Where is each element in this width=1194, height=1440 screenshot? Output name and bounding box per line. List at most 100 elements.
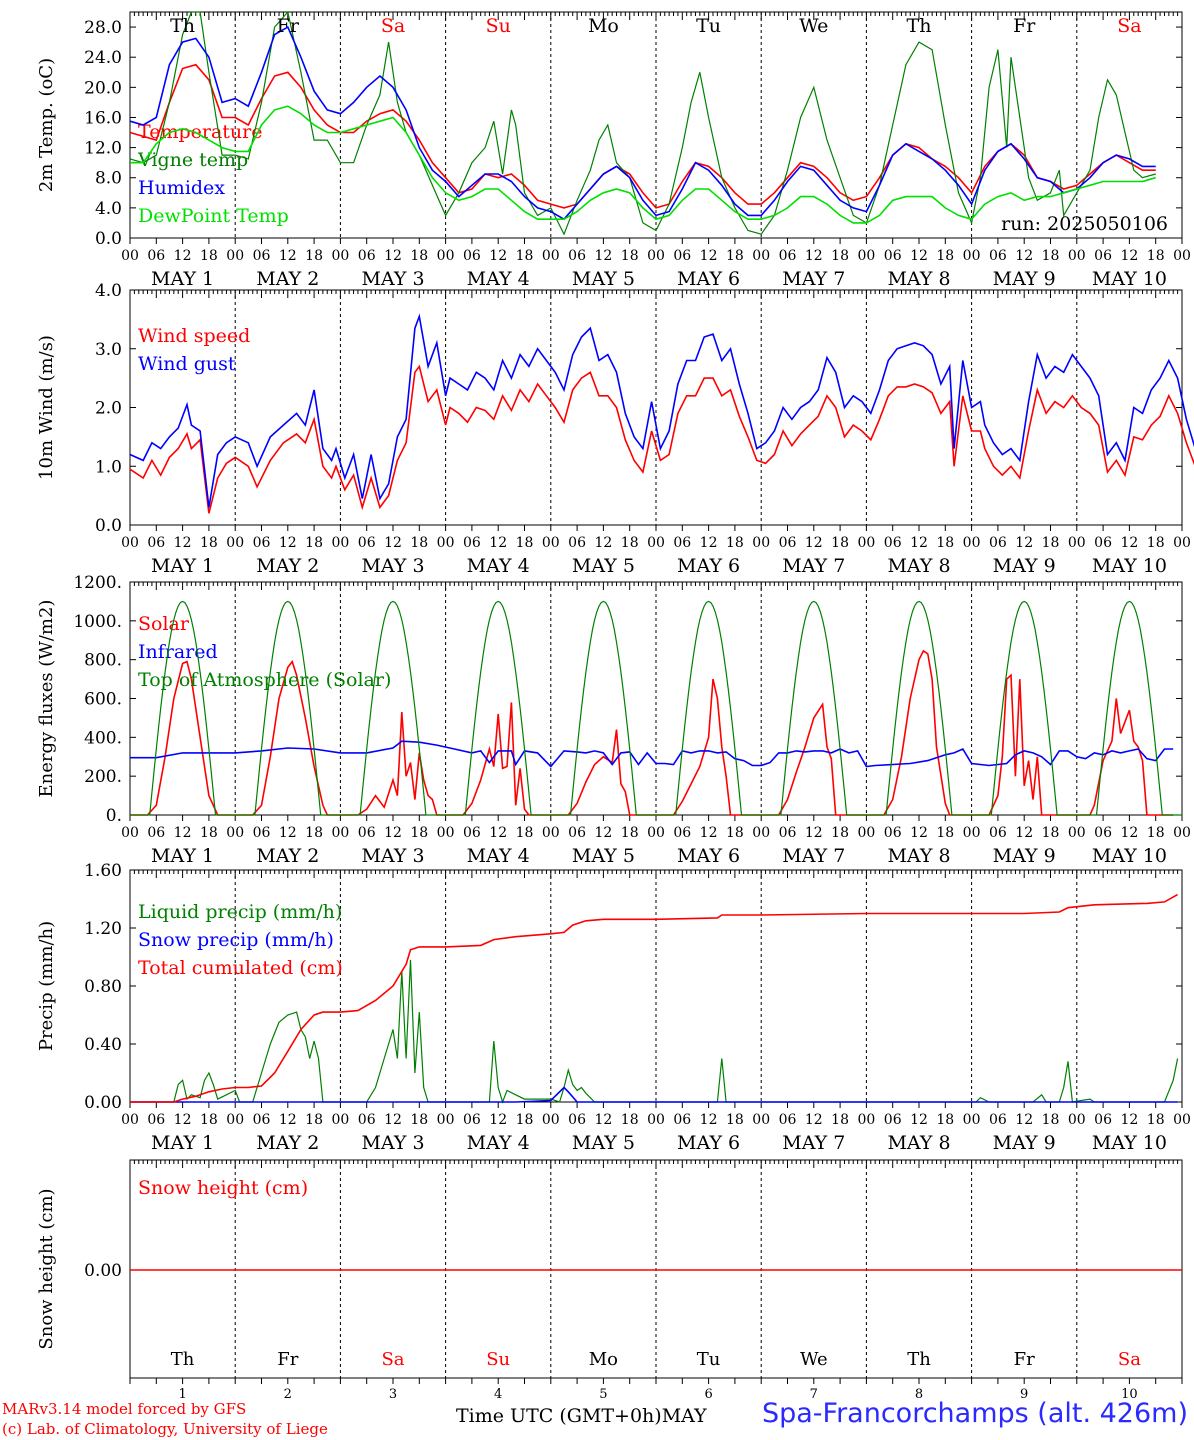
hour-label: 00 <box>331 825 349 841</box>
hour-label: 06 <box>779 248 797 264</box>
y-tick-label: 2.0 <box>95 399 122 419</box>
day-number: 2 <box>284 1387 292 1402</box>
hour-label: 00 <box>121 1112 139 1128</box>
hour-label: 06 <box>1094 535 1112 551</box>
day-number: 3 <box>389 1387 397 1402</box>
hour-label: 00 <box>226 825 244 841</box>
y-axis-label: Energy fluxes (W/m2) <box>36 600 57 798</box>
weekday-label: Sa <box>1118 1349 1141 1370</box>
y-tick-label: 0.40 <box>84 1035 122 1055</box>
y-tick-label: 20.0 <box>84 78 122 98</box>
weekday-label: Su <box>486 15 511 37</box>
hour-label: 06 <box>1094 825 1112 841</box>
hour-label: 06 <box>358 535 376 551</box>
hour-label: 18 <box>410 825 428 841</box>
hour-label: 00 <box>331 1112 349 1128</box>
hour-label: 18 <box>1147 1112 1165 1128</box>
day-number: 7 <box>810 1387 818 1402</box>
weekday-label: Mo <box>588 15 619 37</box>
hour-label: 00 <box>963 248 981 264</box>
legend-entry: Top of Atmosphere (Solar) <box>138 669 391 691</box>
lab-credit: (c) Lab. of Climatology, University of L… <box>2 1420 328 1438</box>
hour-label: 06 <box>1094 1112 1112 1128</box>
weekday-label: Sa <box>381 15 405 37</box>
hour-label: 06 <box>884 535 902 551</box>
hour-label: 06 <box>463 535 481 551</box>
hour-label: 12 <box>1120 535 1138 551</box>
hour-label: 06 <box>779 825 797 841</box>
hour-label: 06 <box>989 535 1007 551</box>
hour-label: 18 <box>726 248 744 264</box>
hour-label: 06 <box>989 1112 1007 1128</box>
hour-label: 18 <box>831 535 849 551</box>
legend-entry: Wind speed <box>138 325 250 347</box>
date-label: MAY 8 <box>887 268 950 290</box>
series-line <box>129 63 1156 209</box>
date-label: MAY 10 <box>1092 845 1167 867</box>
date-label: MAY 7 <box>782 555 845 577</box>
date-label: MAY 2 <box>256 555 319 577</box>
day-number: 5 <box>599 1387 607 1402</box>
date-label: MAY 10 <box>1092 1132 1167 1154</box>
hour-label: 12 <box>1120 825 1138 841</box>
hour-label: 12 <box>805 248 823 264</box>
weekday-label: Fr <box>1013 15 1036 37</box>
hour-label: 18 <box>410 248 428 264</box>
hour-label: 18 <box>726 535 744 551</box>
y-tick-label: 0.80 <box>84 977 122 997</box>
hour-label: 06 <box>884 1112 902 1128</box>
legend-entry: Snow precip (mm/h) <box>138 929 334 951</box>
weekday-label: Th <box>907 1349 931 1370</box>
series-line <box>130 649 1174 816</box>
hour-label: 12 <box>594 535 612 551</box>
day-number: 4 <box>494 1387 502 1402</box>
legend-entry: Humidex <box>138 177 225 199</box>
hour-label: 12 <box>700 1112 718 1128</box>
legend-entry: Infrared <box>138 641 218 663</box>
weekday-label: Th <box>171 1349 195 1370</box>
hour-label: 00 <box>1068 1112 1086 1128</box>
date-label: MAY 10 <box>1092 555 1167 577</box>
date-label: MAY 6 <box>677 268 740 290</box>
legend-entry: Liquid precip (mm/h) <box>138 901 342 923</box>
model-credit: MARv3.14 model forced by GFS <box>2 1400 247 1418</box>
date-label: MAY 9 <box>993 845 1056 867</box>
series-line <box>129 10 1156 236</box>
hour-label: 00 <box>331 248 349 264</box>
hour-label: 00 <box>647 825 665 841</box>
hour-label: 00 <box>226 248 244 264</box>
series-line <box>130 1086 1178 1103</box>
hour-label: 00 <box>963 535 981 551</box>
y-tick-label: 4.0 <box>95 199 122 219</box>
hour-label: 00 <box>121 248 139 264</box>
legend-entry: Snow height (cm) <box>138 1177 308 1199</box>
hour-label: 18 <box>621 825 639 841</box>
hour-label: 00 <box>226 1112 244 1128</box>
hour-label: 00 <box>647 535 665 551</box>
date-label: MAY 2 <box>256 845 319 867</box>
series-line <box>130 105 1156 224</box>
date-label: MAY 9 <box>993 555 1056 577</box>
weekday-label: We <box>799 15 828 37</box>
hour-label: 06 <box>673 535 691 551</box>
hour-label: 12 <box>910 825 928 841</box>
hour-label: 00 <box>542 825 560 841</box>
hour-label: 00 <box>437 248 455 264</box>
y-tick-label: 16.0 <box>84 108 122 128</box>
hour-label: 00 <box>437 1112 455 1128</box>
date-label: MAY 3 <box>361 268 424 290</box>
hour-label: 00 <box>647 1112 665 1128</box>
hour-label: 18 <box>621 535 639 551</box>
hour-label: 00 <box>963 825 981 841</box>
date-label: MAY 4 <box>467 845 530 867</box>
hour-label: 18 <box>200 825 218 841</box>
weekday-label: Tu <box>697 1349 721 1370</box>
hour-label: 06 <box>673 825 691 841</box>
hour-label: 12 <box>174 825 192 841</box>
hour-label: 06 <box>147 535 165 551</box>
y-axis-label: Precip (mm/h) <box>36 921 57 1051</box>
date-label: MAY 10 <box>1092 268 1167 290</box>
run-annotation: run: 2025050106 <box>1001 213 1168 235</box>
hour-label: 18 <box>831 1112 849 1128</box>
hour-label: 12 <box>594 825 612 841</box>
